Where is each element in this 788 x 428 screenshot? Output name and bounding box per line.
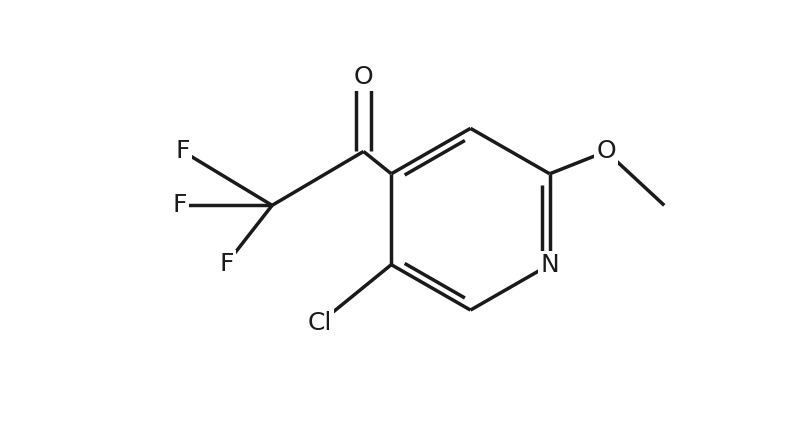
- Text: O: O: [354, 65, 374, 89]
- Text: N: N: [541, 253, 559, 276]
- Text: Cl: Cl: [307, 311, 332, 335]
- Text: F: F: [176, 140, 190, 163]
- Text: O: O: [597, 140, 616, 163]
- Text: F: F: [219, 252, 233, 276]
- Text: F: F: [173, 193, 187, 217]
